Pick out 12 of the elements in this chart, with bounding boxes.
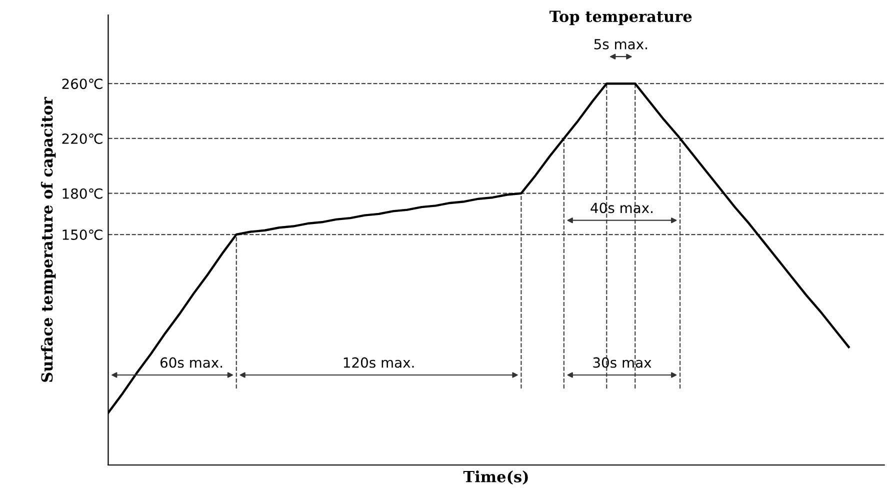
annotation: 60s max. (160, 357, 222, 368)
x-axis-title: Time(s) (463, 470, 528, 485)
annotation: Top temperature (550, 10, 692, 26)
annotation: 5s max. (594, 39, 647, 50)
y-tick-label: 150℃ (62, 229, 102, 240)
annotation: 30s max (593, 357, 652, 368)
y-tick-label: 180℃ (62, 188, 102, 199)
annotation: 120s max. (344, 357, 414, 368)
y-tick-label: 220℃ (62, 133, 102, 144)
annotation: 40s max. (590, 202, 652, 214)
y-tick-label: 260℃ (62, 78, 102, 90)
y-axis-title: Surface temperature of capacitor (40, 96, 56, 382)
